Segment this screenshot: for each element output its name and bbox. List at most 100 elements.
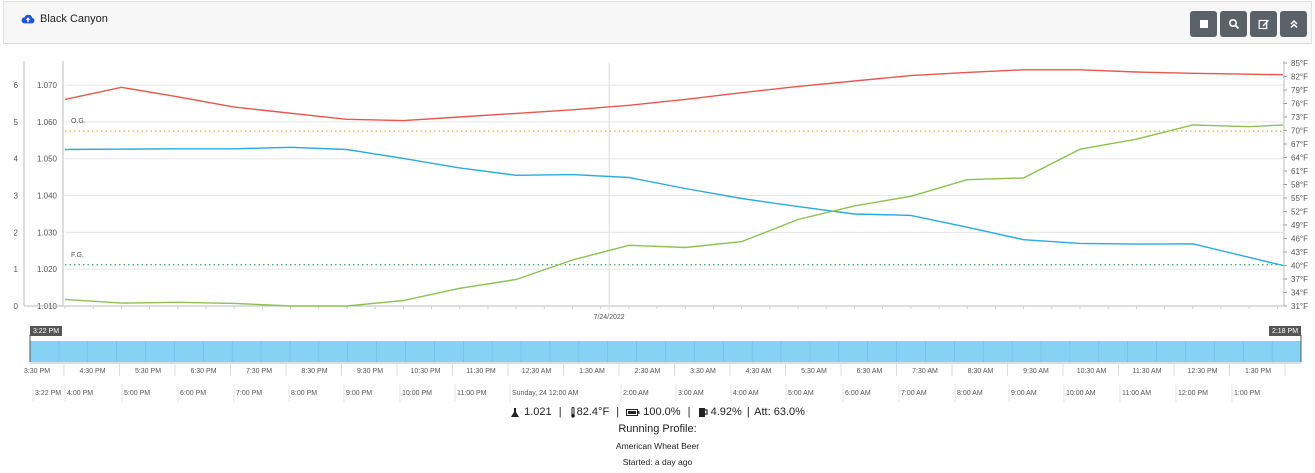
navigator-bottom-tick-label: 2:00 AM (623, 390, 649, 397)
navigator-tick-label: 7:30 AM (912, 368, 938, 375)
temperature-tick-label: 67°F (1291, 140, 1308, 149)
abv-tick-label: 2 (14, 228, 19, 237)
navigator-bottom-tick-label: 8:00 PM (291, 390, 317, 397)
navigator-tick-label: 6:30 AM (857, 368, 883, 375)
navigator-tick-label: 1:30 PM (1245, 368, 1271, 375)
navigator-bottom-tick-label: 4:00 AM (733, 390, 759, 397)
gravity-tick-label: 1.070 (37, 81, 58, 90)
navigator-bottom-tick-label: 8:00 AM (957, 390, 983, 397)
temperature-tick-label: 85°F (1291, 59, 1308, 68)
gravity-value: 1.021 (524, 406, 552, 418)
navigator-tick-label: 8:30 AM (968, 368, 994, 375)
temperature-tick-label: 61°F (1291, 167, 1308, 176)
navigator-tick-label: 8:30 PM (301, 368, 327, 375)
navigator-end-label: 2:18 PM (1272, 328, 1298, 335)
abv-tick-label: 5 (14, 118, 19, 127)
navigator-start-label: 3:22 PM (33, 328, 59, 335)
navigator-tick-label: 3:30 AM (690, 368, 716, 375)
temperature-tick-label: 37°F (1291, 275, 1308, 284)
navigator-bottom-tick-label: 6:00 AM (845, 390, 871, 397)
temperature-tick-label: 46°F (1291, 235, 1308, 244)
attenuation-value: Att: 63.0% (754, 406, 805, 418)
temperature-tick-label: 79°F (1291, 86, 1308, 95)
cloud-upload-icon (21, 14, 35, 24)
separator: | (687, 406, 691, 418)
battery-value: 100.0% (643, 406, 681, 418)
navigator-bottom-tick-label: 11:00 PM (457, 390, 487, 397)
abv-series-line (64, 124, 1284, 307)
hydrometer-icon (511, 407, 520, 417)
navigator-bottom-tick-label: 1:00 PM (1234, 390, 1260, 397)
navigator-bottom-tick-label: 10:00 AM (1066, 390, 1096, 397)
collapse-button[interactable] (1280, 11, 1307, 37)
temperature-tick-label: 31°F (1291, 302, 1308, 311)
date-marker-label: 7/24/2022 (594, 314, 625, 321)
navigator-start-tag (30, 326, 62, 336)
abv-value: 4.92% (710, 406, 742, 418)
temperature-tick-label: 64°F (1291, 154, 1308, 163)
reference-line-label: O.G. (71, 118, 86, 125)
navigator-bottom-tick-label: 4:00 PM (67, 390, 93, 397)
battery-icon (626, 408, 640, 416)
navigator-tick-label: 5:30 PM (135, 368, 161, 375)
navigator-tick-label: 10:30 PM (411, 368, 441, 375)
navigator-tick-label: 4:30 PM (79, 368, 105, 375)
navigator-bottom-tick-label: 10:00 PM (402, 390, 432, 397)
separator: | (616, 406, 620, 418)
navigator-tick-label: 12:30 PM (1188, 368, 1218, 375)
navigator-bottom-tick-label: 9:00 PM (346, 390, 372, 397)
gravity-tick-label: 1.060 (37, 118, 58, 127)
stop-button[interactable] (1190, 11, 1217, 37)
gravity-tick-label: 1.040 (37, 192, 58, 201)
profile-name[interactable]: American Wheat Beer (615, 441, 700, 451)
temperature-tick-label: 40°F (1291, 262, 1308, 271)
temperature-tick-label: 70°F (1291, 127, 1308, 136)
temperature-tick-label: 82°F (1291, 73, 1308, 82)
stop-icon (1199, 20, 1208, 28)
separator: | (558, 406, 562, 418)
navigator-bottom-tick-label: 5:00 PM (124, 390, 150, 397)
reference-line-label: F.G. (71, 252, 84, 259)
device-title[interactable]: Black Canyon (21, 13, 108, 25)
navigator-bottom-tick-label: 11:00 AM (1122, 390, 1151, 397)
navigator-tick-label: 3:30 PM (24, 368, 50, 375)
gravity-tick-label: 1.020 (37, 265, 58, 274)
abv-tick-label: 6 (14, 81, 19, 90)
navigator-bottom-tick-label: 9:00 AM (1011, 390, 1037, 397)
navigator-tick-label: 1:30 AM (579, 368, 605, 375)
navigator-tick-label: 11:30 PM (466, 368, 496, 375)
fermentation-chart[interactable]: 1.0101.0201.0301.0401.0501.0601.07001234… (0, 44, 1315, 404)
temperature-tick-label: 52°F (1291, 208, 1308, 217)
temperature-tick-label: 55°F (1291, 194, 1308, 203)
double-chevron-up-icon (1289, 19, 1298, 29)
edit-button[interactable] (1250, 11, 1277, 37)
navigator-tick-label: 2:30 AM (635, 368, 661, 375)
temperature-tick-label: 76°F (1291, 100, 1308, 109)
navigator-end-tag (1269, 326, 1301, 336)
navigator-tick-label: 9:30 AM (1023, 368, 1049, 375)
navigator-bottom-tick-label: 7:00 PM (236, 390, 262, 397)
navigator-tick-label: 10:30 AM (1077, 368, 1107, 375)
header-bar: Black Canyon (3, 1, 1312, 44)
temperature-tick-label: 34°F (1291, 289, 1308, 298)
navigator-bottom-tick-label: 5:00 AM (788, 390, 814, 397)
abv-tick-label: 0 (14, 302, 19, 311)
abv-tick-label: 3 (14, 192, 19, 201)
navigator-tick-label: 6:30 PM (190, 368, 216, 375)
status-line: 1.021 | 82.4°F | 100.0% | 4.92% | Att: 6… (0, 406, 1315, 418)
navigator-bottom-tick-label: 3:22 PM (35, 390, 61, 397)
navigator-tick-label: 4:30 AM (746, 368, 772, 375)
search-button[interactable] (1220, 11, 1247, 37)
temperature-tick-label: 58°F (1291, 181, 1308, 190)
navigator-bottom-tick-label: 3:00 AM (678, 390, 704, 397)
edit-icon (1258, 19, 1269, 30)
beer-mug-icon (698, 407, 708, 417)
temperature-series-line (64, 69, 1284, 122)
search-icon (1228, 18, 1239, 30)
navigator-bottom-tick-label: 6:00 PM (180, 390, 206, 397)
navigator-bottom-tick-label: Sunday, 24 12:00 AM (512, 390, 579, 397)
navigator-tick-label: 9:30 PM (357, 368, 383, 375)
temperature-tick-label: 49°F (1291, 221, 1308, 230)
temperature-tick-label: 43°F (1291, 248, 1308, 257)
navigator-tick-label: 7:30 PM (246, 368, 272, 375)
